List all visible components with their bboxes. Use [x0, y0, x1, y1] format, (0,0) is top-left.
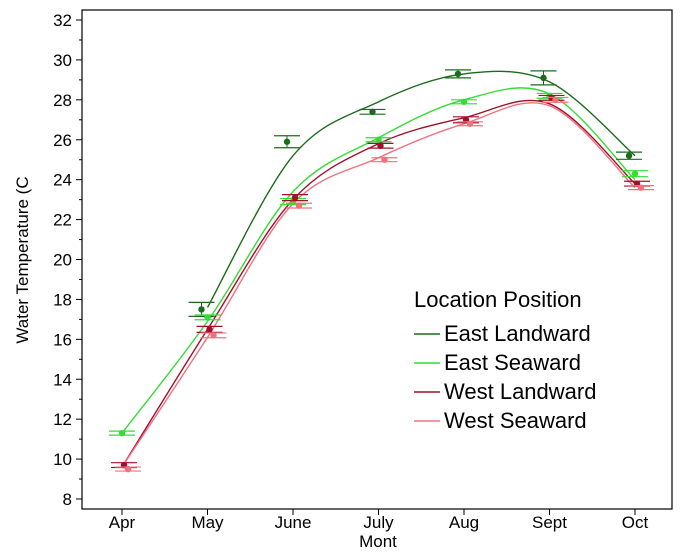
y-tick-label: 10 — [53, 450, 72, 469]
legend: Location Position East Landward East Seaw… — [414, 287, 596, 433]
y-tick-label: 24 — [53, 171, 72, 190]
x-tick-label: Apr — [109, 513, 136, 532]
x-tick-label: May — [191, 513, 224, 532]
data-point — [291, 194, 299, 201]
data-point — [375, 136, 382, 143]
fit-curve — [206, 70, 636, 308]
data-point — [454, 70, 462, 78]
data-point — [540, 74, 547, 82]
fit-curve — [121, 102, 636, 468]
legend-label: East Landward — [444, 321, 591, 346]
data-point — [369, 108, 376, 116]
data-point — [625, 152, 633, 159]
data-point — [124, 465, 132, 473]
y-tick-label: 12 — [53, 410, 72, 429]
fit-curve — [121, 99, 636, 468]
x-axis-title: Mont — [359, 532, 397, 551]
y-tick-label: 18 — [53, 290, 72, 309]
y-axis: 8 10 12 14 16 18 20 22 24 26 28 30 32 — [53, 11, 82, 509]
y-tick-label: 32 — [53, 11, 72, 30]
data-point — [631, 170, 639, 177]
data-point — [204, 314, 211, 321]
legend-label: West Seaward — [444, 408, 587, 433]
x-tick-label: Sept — [532, 513, 567, 532]
x-tick-label: Oct — [622, 513, 649, 532]
y-tick-label: 16 — [53, 330, 72, 349]
legend-label: East Seaward — [444, 350, 581, 375]
x-tick-label: July — [363, 513, 394, 532]
legend-title: Location Position — [414, 287, 582, 312]
data-point — [466, 120, 474, 127]
y-tick-label: 8 — [63, 490, 72, 509]
data-point — [206, 326, 213, 333]
data-markers — [109, 69, 654, 473]
plot-border — [81, 9, 673, 510]
y-tick-label: 28 — [53, 91, 72, 110]
plot-frame — [81, 9, 673, 510]
data-point — [381, 156, 388, 163]
data-point — [295, 202, 303, 209]
data-point — [118, 429, 126, 437]
data-point — [460, 98, 468, 106]
x-tick-label: June — [275, 513, 312, 532]
y-tick-label: 26 — [53, 131, 72, 150]
y-axis-title: Water Temperature (C — [13, 176, 32, 343]
data-point — [198, 306, 205, 313]
legend-label: West Landward — [444, 379, 596, 404]
y-tick-label: 20 — [53, 251, 72, 270]
data-point — [210, 332, 217, 339]
data-point — [637, 184, 645, 191]
x-tick-label: Aug — [449, 513, 479, 532]
data-point — [552, 96, 559, 104]
x-axis: Apr May June July Aug Sept Oct — [109, 509, 649, 532]
y-tick-label: 30 — [53, 51, 72, 70]
data-point — [377, 142, 384, 149]
data-point — [283, 138, 291, 145]
y-tick-label: 22 — [53, 211, 72, 230]
y-tick-label: 14 — [53, 370, 72, 389]
